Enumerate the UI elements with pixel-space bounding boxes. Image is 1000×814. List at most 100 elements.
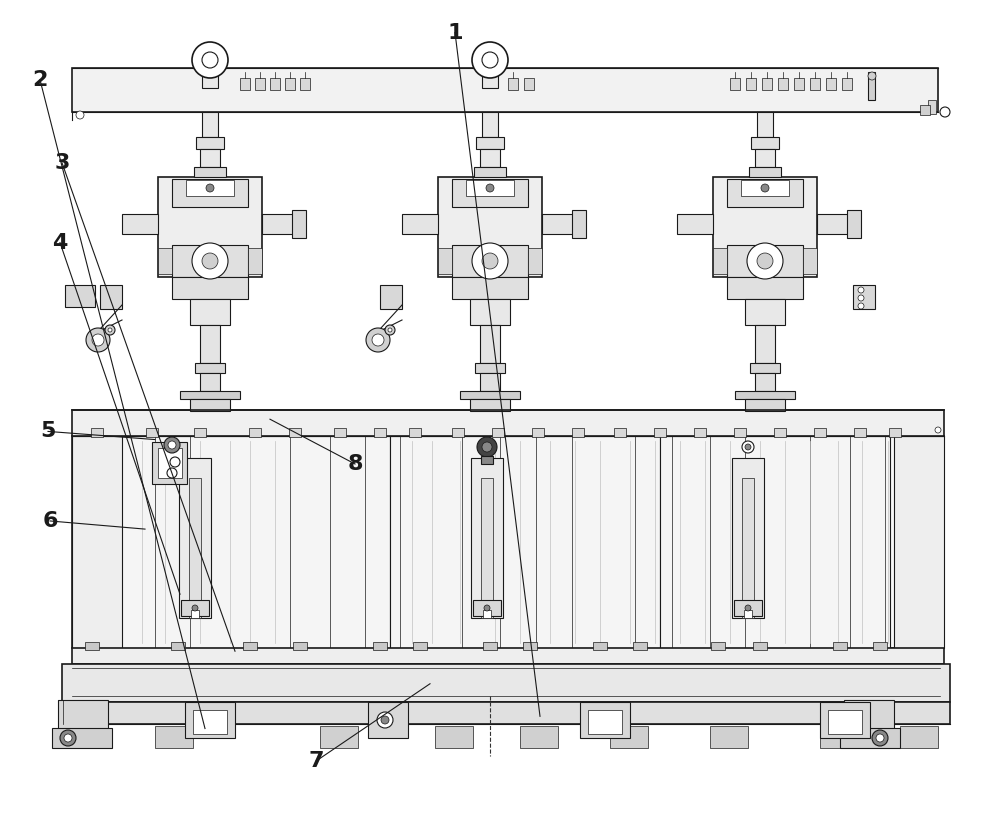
Circle shape [366,328,390,352]
Bar [889,428,901,437]
Bar [293,642,307,650]
Circle shape [482,442,492,452]
Bar [200,325,220,363]
Bar [844,700,894,730]
Bar [155,726,193,748]
Text: 3: 3 [54,153,70,173]
Bar [72,68,938,112]
Bar [194,428,206,437]
Bar [475,363,505,373]
Bar [413,642,427,650]
Bar [193,710,227,734]
Circle shape [742,441,754,453]
Circle shape [876,734,884,742]
Bar [732,458,764,618]
Bar [572,428,584,437]
Circle shape [868,72,876,80]
Bar [270,78,280,90]
Circle shape [108,328,112,332]
Bar [482,112,498,137]
Bar [158,177,262,277]
Bar [471,458,503,618]
Bar [532,428,544,437]
Bar [745,399,785,411]
Bar [713,248,727,274]
Bar [741,180,789,196]
Circle shape [858,287,864,293]
Bar [285,78,295,90]
Bar [730,78,740,90]
Bar [480,325,500,363]
Text: 6: 6 [42,511,58,531]
Bar [179,458,211,618]
Circle shape [745,605,751,611]
Bar [900,726,938,748]
Bar [820,726,858,748]
Bar [191,610,199,618]
Bar [794,78,804,90]
Bar [735,391,795,399]
Bar [262,214,298,234]
Bar [194,167,226,177]
Circle shape [858,303,864,309]
Bar [373,642,387,650]
Bar [528,248,542,274]
Bar [409,428,421,437]
Bar [460,391,520,399]
Bar [195,363,225,373]
Bar [762,78,772,90]
Circle shape [482,253,498,269]
Circle shape [202,52,218,68]
Bar [842,78,852,90]
Bar [470,399,510,411]
Bar [483,642,497,650]
Bar [854,428,866,437]
Bar [828,710,862,734]
Circle shape [472,42,508,78]
Bar [65,285,95,307]
Bar [745,299,785,325]
Bar [482,73,498,88]
Bar [180,391,240,399]
Bar [750,363,780,373]
Bar [746,78,756,90]
Bar [840,728,900,748]
Bar [248,248,262,274]
Bar [474,167,506,177]
Bar [694,428,706,437]
Bar [190,299,230,325]
Bar [52,728,112,748]
Bar [85,642,99,650]
Circle shape [761,184,769,192]
Bar [62,702,950,724]
Bar [580,702,630,738]
Bar [480,373,500,391]
Bar [755,149,775,167]
Bar [100,285,122,309]
Circle shape [202,253,218,269]
Circle shape [757,253,773,269]
Bar [200,149,220,167]
Circle shape [472,243,508,279]
Bar [243,642,257,650]
Bar [122,214,158,234]
Circle shape [381,716,389,724]
Bar [158,248,172,274]
Bar [91,428,103,437]
Bar [833,642,847,650]
Bar [755,325,775,363]
Circle shape [858,295,864,301]
Bar [200,373,220,391]
Bar [171,642,185,650]
Circle shape [484,605,490,611]
Circle shape [486,184,494,192]
Circle shape [86,328,110,352]
Bar [713,177,817,277]
Bar [826,78,836,90]
Bar [202,112,218,137]
Bar [727,277,803,299]
Bar [572,210,586,238]
Bar [292,210,306,238]
Bar [172,245,248,277]
Bar [470,299,510,325]
